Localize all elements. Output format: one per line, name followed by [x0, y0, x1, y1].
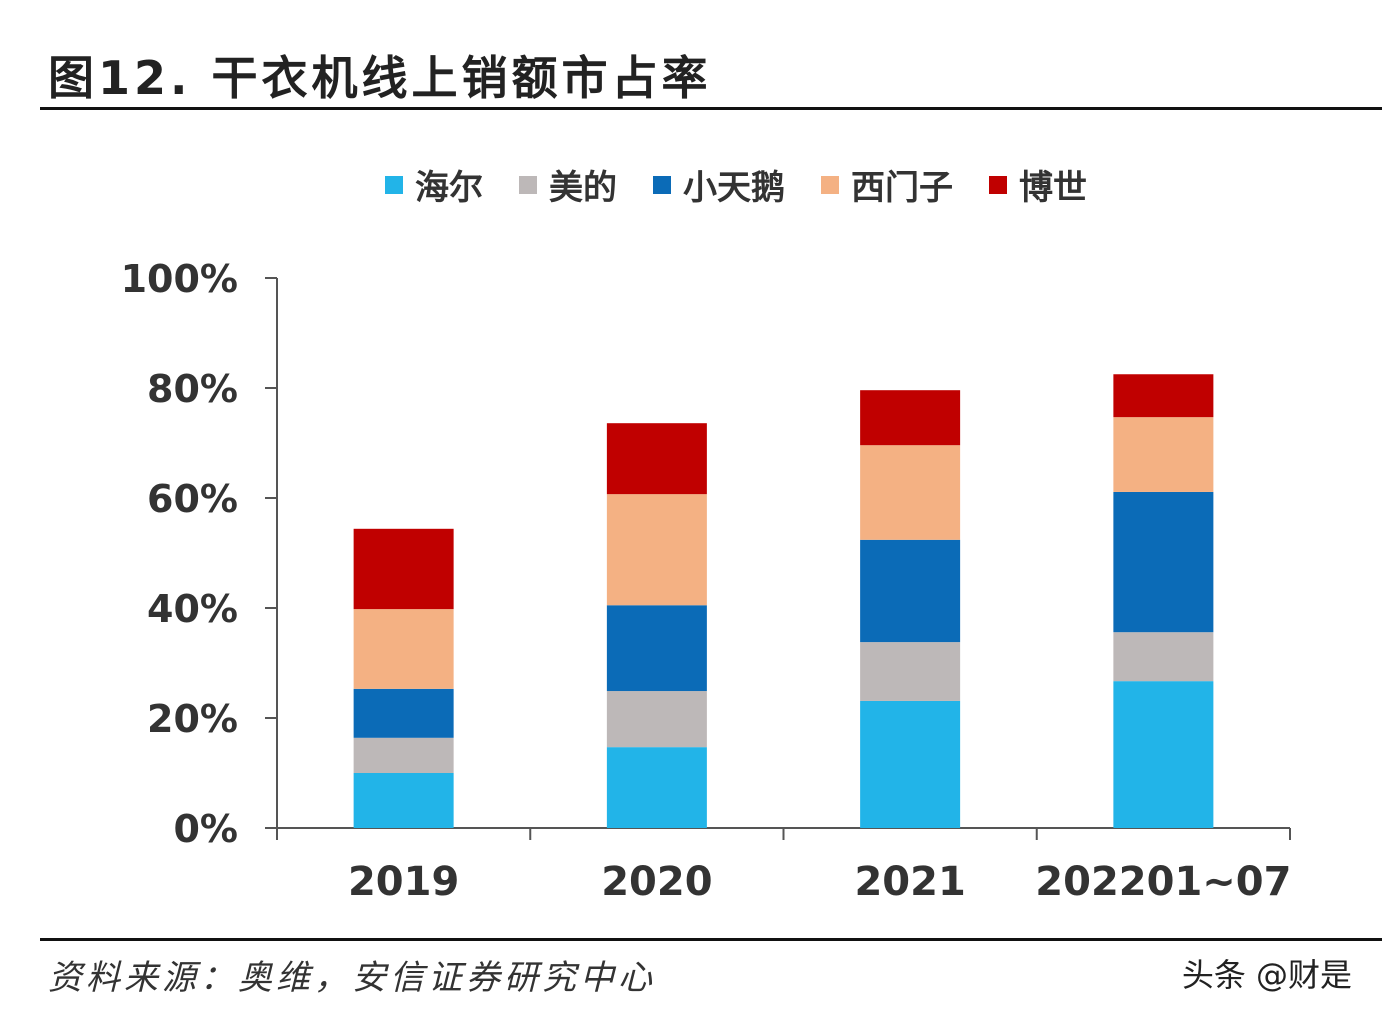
legend-label: 美的 — [549, 168, 617, 208]
x-tick-label: 202201~07 — [1035, 859, 1291, 905]
legend-label: 博世 — [1019, 168, 1087, 208]
bar-segment-西门子 — [606, 494, 707, 606]
y-tick-label: 40% — [147, 587, 238, 631]
legend-swatch — [653, 175, 671, 194]
bar-segment-西门子 — [353, 609, 454, 689]
bar-segment-海尔 — [353, 773, 454, 828]
legend-item: 美的 — [519, 160, 617, 209]
x-tick-label: 2021 — [854, 859, 965, 905]
y-tick-label: 0% — [173, 807, 238, 851]
bar-segment-博世 — [353, 528, 454, 610]
bar-segment-小天鹅 — [606, 605, 707, 692]
legend-item: 西门子 — [821, 160, 953, 209]
bar-segment-海尔 — [606, 747, 707, 828]
bar-segment-小天鹅 — [353, 688, 454, 738]
source-note: 资料来源：奥维，安信证券研究中心 — [48, 958, 656, 998]
bar-segment-海尔 — [1113, 681, 1214, 828]
legend-item: 小天鹅 — [653, 160, 785, 209]
bar-segment-博世 — [606, 423, 707, 495]
bar-segment-美的 — [353, 737, 454, 773]
legend: 海尔 美的 小天鹅 西门子 博世 — [0, 160, 1382, 209]
legend-swatch — [821, 175, 839, 194]
y-tick-label: 80% — [147, 367, 238, 411]
y-tick-label: 20% — [147, 697, 238, 741]
bar-segment-美的 — [860, 642, 961, 701]
bar-segment-小天鹅 — [1113, 491, 1214, 633]
bottom-rule — [40, 938, 1382, 941]
legend-label: 小天鹅 — [683, 168, 785, 208]
y-tick-label: 100% — [121, 257, 238, 301]
y-tick-label: 60% — [147, 477, 238, 521]
bar-segment-博世 — [860, 390, 961, 446]
bar-segment-美的 — [1113, 632, 1214, 682]
x-tick-label: 2020 — [601, 859, 712, 905]
legend-swatch — [519, 175, 537, 194]
legend-swatch — [989, 175, 1007, 194]
legend-swatch — [385, 175, 403, 194]
legend-item: 博世 — [989, 160, 1087, 209]
legend-label: 海尔 — [415, 168, 483, 208]
legend-label: 西门子 — [851, 168, 953, 208]
bar-segment-西门子 — [860, 445, 961, 540]
bar-segment-小天鹅 — [860, 539, 961, 643]
legend-item: 海尔 — [385, 160, 483, 209]
plot-area: 0% 20% 40% 60% 80% 100% 2019 2020 2021 202201~07 — [121, 257, 1292, 905]
bar-segment-美的 — [606, 691, 707, 748]
bar-segment-博世 — [1113, 374, 1214, 418]
bar-segment-海尔 — [860, 700, 961, 828]
bar-segment-西门子 — [1113, 417, 1214, 492]
watermark: 头条 @财是 — [1181, 956, 1352, 994]
top-rule — [40, 107, 1382, 110]
chart-title: 图12. 干衣机线上销额市占率 — [48, 51, 712, 105]
x-tick-label: 2019 — [348, 859, 459, 905]
